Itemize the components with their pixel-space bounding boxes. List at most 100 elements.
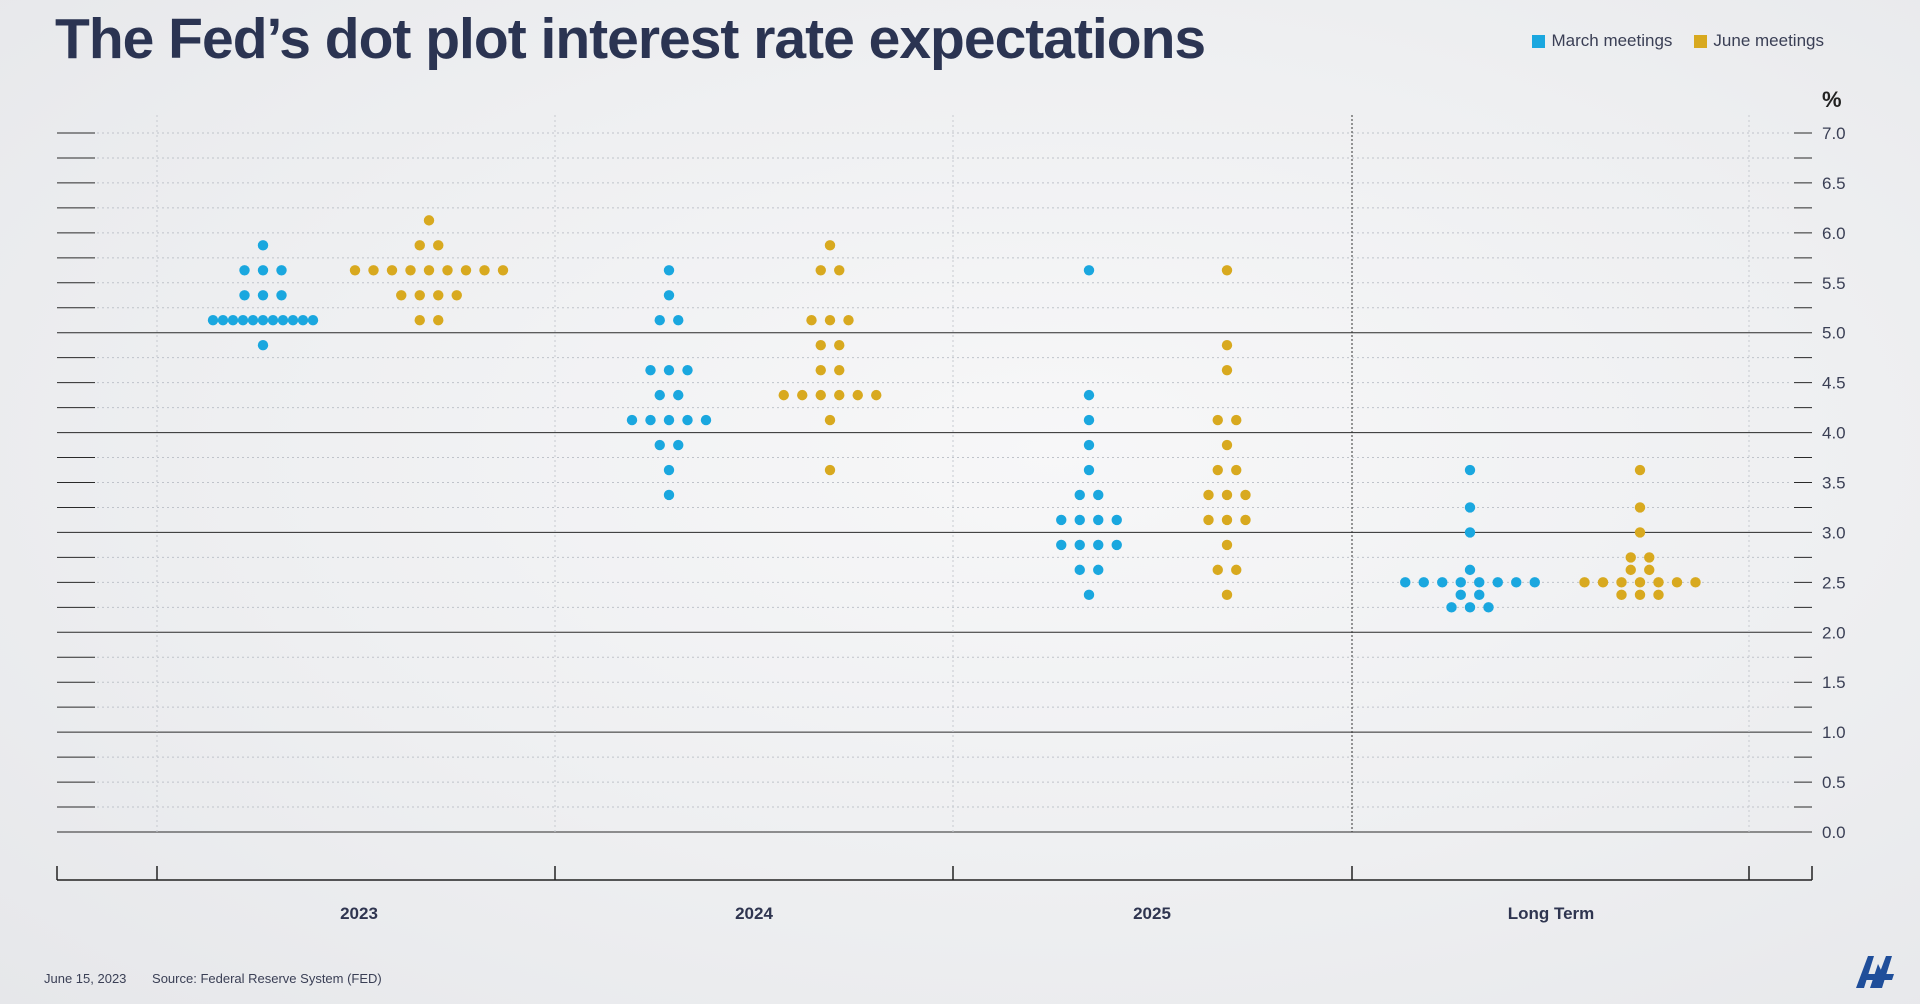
dot-point xyxy=(1093,539,1104,551)
footer-date: June 15, 2023 xyxy=(44,971,127,986)
y-tick-label: 2.0 xyxy=(1822,623,1846,642)
dot-point xyxy=(1455,577,1466,588)
dot-point xyxy=(1203,489,1214,501)
dot-point xyxy=(1111,514,1122,526)
dot-point xyxy=(1644,564,1655,576)
dot-point xyxy=(1579,577,1590,588)
y-tick-label: 0.5 xyxy=(1822,773,1846,792)
dot-point xyxy=(654,389,665,401)
dot-point xyxy=(824,240,836,251)
dot-point xyxy=(834,364,845,376)
dot-point xyxy=(1221,339,1233,351)
dot-point xyxy=(257,339,269,351)
dot-point xyxy=(1221,539,1233,551)
dot-point xyxy=(1074,564,1085,576)
dot-point xyxy=(1221,489,1233,501)
dot-point xyxy=(414,240,425,251)
dot-point xyxy=(1074,514,1085,526)
dot-point xyxy=(1634,527,1646,538)
dot-point xyxy=(797,389,808,401)
dot-point xyxy=(479,265,490,276)
footer-source: Source: Federal Reserve System (FED) xyxy=(152,971,382,986)
dot-point xyxy=(1634,502,1646,513)
dot-point xyxy=(1653,589,1664,601)
dot-point xyxy=(1634,577,1646,588)
dot-point xyxy=(1625,564,1636,576)
dot-point xyxy=(1083,589,1095,601)
dot-point xyxy=(1083,464,1095,476)
legend-item-june: June meetings xyxy=(1694,31,1824,51)
dot-point xyxy=(442,265,453,276)
dot-point xyxy=(663,290,675,301)
dot-point xyxy=(217,315,229,326)
dot-point xyxy=(1056,514,1067,526)
dot-point xyxy=(654,439,665,451)
dot-point xyxy=(433,240,444,251)
x-category-label: 2023 xyxy=(340,904,378,923)
aa-logo-icon xyxy=(1856,956,1894,988)
y-tick-label: 4.5 xyxy=(1822,374,1846,393)
dot-point xyxy=(1240,514,1251,526)
dot-point xyxy=(414,315,425,326)
dot-point xyxy=(1240,489,1251,501)
dot-point xyxy=(1231,464,1242,476)
dot-point xyxy=(834,339,845,351)
page-title: The Fed’s dot plot interest rate expecta… xyxy=(55,7,1206,71)
dot-point xyxy=(815,339,826,351)
dot-point xyxy=(276,265,287,276)
dot-point xyxy=(806,315,817,326)
dot-point xyxy=(1221,364,1233,376)
dot-point xyxy=(852,389,863,401)
dot-point xyxy=(1529,577,1540,588)
dot-point xyxy=(1474,577,1485,588)
dot-point xyxy=(815,265,826,276)
dot-point xyxy=(663,364,675,376)
dot-point xyxy=(700,414,712,426)
legend-item-march: March meetings xyxy=(1532,31,1672,51)
dot-point xyxy=(1616,589,1627,601)
dot-point xyxy=(1437,577,1448,588)
dot-point xyxy=(1203,514,1214,526)
dot-point xyxy=(1625,552,1636,563)
dot-point xyxy=(227,315,239,326)
dot-point xyxy=(1418,577,1429,588)
dot-point xyxy=(1644,552,1655,563)
dot-point xyxy=(460,265,472,276)
dot-point xyxy=(843,315,854,326)
dot-point xyxy=(386,265,398,276)
dot-point xyxy=(1083,265,1095,276)
dot-point xyxy=(247,315,259,326)
y-tick-label: 1.0 xyxy=(1822,723,1846,742)
dot-point xyxy=(257,265,269,276)
dot-point xyxy=(1212,564,1223,576)
dot-point xyxy=(287,315,299,326)
dot-point xyxy=(1464,564,1476,576)
dot-point xyxy=(1083,389,1095,401)
x-category-label: Long Term xyxy=(1508,904,1595,923)
dot-point xyxy=(1690,577,1701,588)
dot-point xyxy=(815,364,826,376)
dot-point xyxy=(1464,527,1476,538)
dot-point xyxy=(1221,514,1233,526)
dot-point xyxy=(1634,464,1646,476)
dot-point xyxy=(267,315,279,326)
dot-point xyxy=(405,265,416,276)
y-tick-label: 3.0 xyxy=(1822,523,1846,542)
dot-point xyxy=(663,265,675,276)
dot-point xyxy=(1221,589,1233,601)
dot-point xyxy=(663,464,675,476)
dot-point xyxy=(1231,414,1242,426)
dot-point xyxy=(1111,539,1122,551)
dot-point xyxy=(1671,577,1683,588)
dot-point xyxy=(1231,564,1242,576)
chart-legend: March meetings June meetings xyxy=(1532,31,1824,51)
dot-point xyxy=(1464,602,1476,613)
march-swatch-icon xyxy=(1532,34,1546,48)
dot-point xyxy=(239,265,250,276)
dot-point xyxy=(1093,489,1104,501)
dot-point xyxy=(237,315,249,326)
dot-point xyxy=(663,414,675,426)
footer: June 15, 2023 Source: Federal Reserve Sy… xyxy=(44,971,382,986)
dot-point xyxy=(207,315,219,326)
dot-point xyxy=(1474,589,1485,601)
